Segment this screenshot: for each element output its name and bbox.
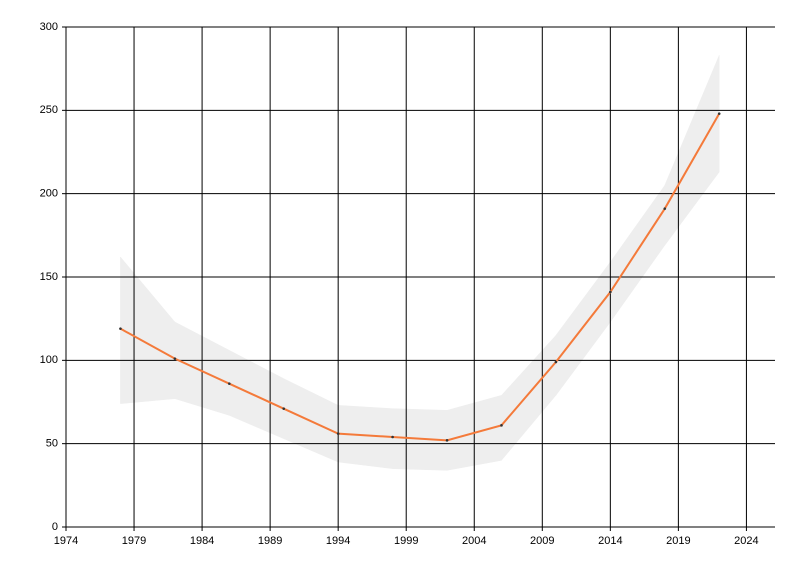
data-point (119, 327, 122, 330)
x-tick-label: 2004 (462, 535, 486, 547)
x-tick-label: 1979 (122, 535, 146, 547)
data-point (228, 382, 231, 385)
data-line (119, 113, 721, 442)
y-tick-label: 250 (40, 104, 58, 116)
x-tick-label: 1989 (258, 535, 282, 547)
x-tick-label: 2014 (598, 535, 622, 547)
x-tick-label: 2009 (530, 535, 554, 547)
confidence-band (229, 349, 284, 440)
data-point (554, 360, 558, 364)
x-tick-label: 2024 (734, 535, 758, 547)
data-point (391, 435, 394, 439)
confidence-band (120, 256, 176, 404)
confidence-band (664, 55, 720, 247)
y-tick-label: 300 (40, 21, 58, 33)
confidence-band (555, 261, 611, 397)
data-point (500, 424, 503, 427)
data-point (173, 357, 177, 360)
y-tick-label: 0 (52, 521, 58, 533)
x-tick-label: 1984 (190, 535, 214, 547)
confidence-band (610, 184, 666, 323)
data-point (336, 432, 340, 435)
x-tick-label: 1974 (54, 535, 78, 547)
y-tick-label: 150 (40, 271, 58, 283)
data-point (663, 207, 667, 210)
data-point (445, 439, 449, 442)
x-tick-label: 1999 (394, 535, 418, 547)
y-tick-label: 50 (46, 438, 58, 450)
data-point (609, 290, 612, 294)
data-point (282, 407, 286, 410)
y-tick-label: 200 (40, 188, 58, 200)
confidence-band (501, 334, 557, 462)
x-tick-label: 2019 (666, 535, 690, 547)
x-tick-label: 1994 (326, 535, 350, 547)
y-tick-label: 100 (40, 354, 58, 366)
data-point (717, 112, 721, 115)
